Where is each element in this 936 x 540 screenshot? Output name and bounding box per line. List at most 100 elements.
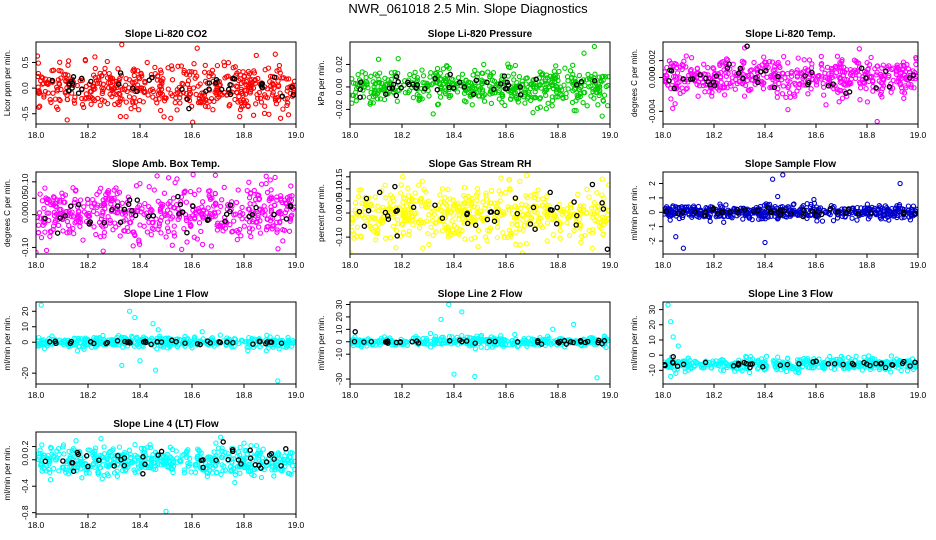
data-point (714, 85, 720, 91)
data-point (57, 97, 63, 104)
data-point (695, 93, 701, 99)
data-point (531, 76, 537, 83)
x-tick-label: 18.8 (550, 130, 567, 140)
data-point (827, 353, 833, 360)
y-axis-label: ml/min per min. (3, 446, 12, 501)
data-point (79, 101, 86, 108)
data-point (506, 227, 513, 233)
data-point (739, 364, 745, 370)
y-tick-label: -20 (20, 367, 30, 380)
data-point (274, 194, 280, 200)
data-point (98, 185, 104, 191)
data-point (480, 199, 486, 205)
data-point (382, 209, 389, 216)
data-point (403, 203, 410, 209)
data-point (478, 336, 484, 342)
data-point (519, 250, 525, 254)
data-point (795, 211, 801, 218)
data-point (118, 72, 124, 79)
data-point (710, 206, 716, 213)
y-axis-label: ml/min per min. (317, 316, 326, 371)
data-point (399, 207, 405, 214)
data-point (210, 203, 217, 209)
data-point (253, 204, 259, 211)
data-point (464, 211, 470, 218)
data-point (114, 209, 121, 215)
data-point (491, 86, 497, 93)
data-point (676, 215, 682, 222)
data-point (803, 361, 810, 368)
data-point (351, 235, 357, 241)
data-point (412, 190, 418, 196)
data-point (601, 195, 607, 201)
data-point (471, 204, 477, 210)
data-point (686, 72, 692, 78)
data-point (843, 210, 849, 216)
data-point (130, 243, 136, 249)
data-point (262, 207, 268, 213)
data-point (808, 201, 814, 208)
data-point (49, 333, 55, 339)
data-point (173, 91, 179, 97)
data-point (38, 234, 45, 241)
data-point (70, 185, 76, 191)
data-point (100, 248, 106, 254)
data-point (544, 193, 550, 200)
data-point (350, 227, 355, 233)
data-point (102, 202, 108, 208)
data-point (484, 216, 491, 223)
data-point (74, 348, 81, 354)
data-point (112, 220, 118, 226)
data-point (478, 334, 484, 340)
plot-frame (662, 41, 919, 125)
data-point (708, 365, 715, 371)
data-point (472, 234, 478, 241)
data-point (461, 84, 468, 90)
data-point (172, 205, 178, 211)
data-point (456, 205, 462, 211)
data-point (810, 359, 816, 365)
data-point (676, 204, 682, 211)
data-point (257, 95, 264, 102)
data-point (735, 209, 741, 216)
data-point (204, 217, 211, 224)
points (36, 42, 296, 124)
data-point (355, 193, 362, 200)
data-point (232, 336, 239, 342)
data-point (155, 327, 161, 333)
data-point (36, 343, 41, 349)
data-point (506, 341, 512, 348)
data-point (801, 207, 807, 214)
plot-frame (349, 301, 611, 385)
data-point (430, 80, 436, 86)
y-tick-label: 0.000 (647, 67, 657, 89)
data-point (115, 81, 122, 87)
data-point (372, 81, 378, 87)
data-point (855, 211, 861, 217)
data-point (873, 85, 879, 91)
x-tick-label: 18.0 (28, 130, 45, 140)
data-point (743, 353, 749, 360)
points (663, 172, 918, 251)
data-point (530, 109, 536, 116)
data-point (777, 362, 784, 369)
data-point (874, 118, 880, 124)
data-point (709, 93, 715, 99)
data-point (485, 69, 491, 75)
data-point (744, 43, 750, 49)
data-point (783, 368, 790, 375)
data-point (683, 53, 689, 59)
data-point (99, 88, 106, 94)
data-point (754, 208, 761, 214)
data-point (492, 338, 498, 345)
data-point (184, 229, 190, 236)
data-point (79, 86, 85, 92)
data-point (673, 370, 679, 377)
data-point (863, 207, 869, 214)
data-point (472, 373, 478, 380)
data-point (86, 210, 92, 217)
data-point (534, 105, 541, 112)
data-point (439, 340, 445, 346)
data-point (543, 92, 549, 99)
data-point (255, 192, 262, 199)
